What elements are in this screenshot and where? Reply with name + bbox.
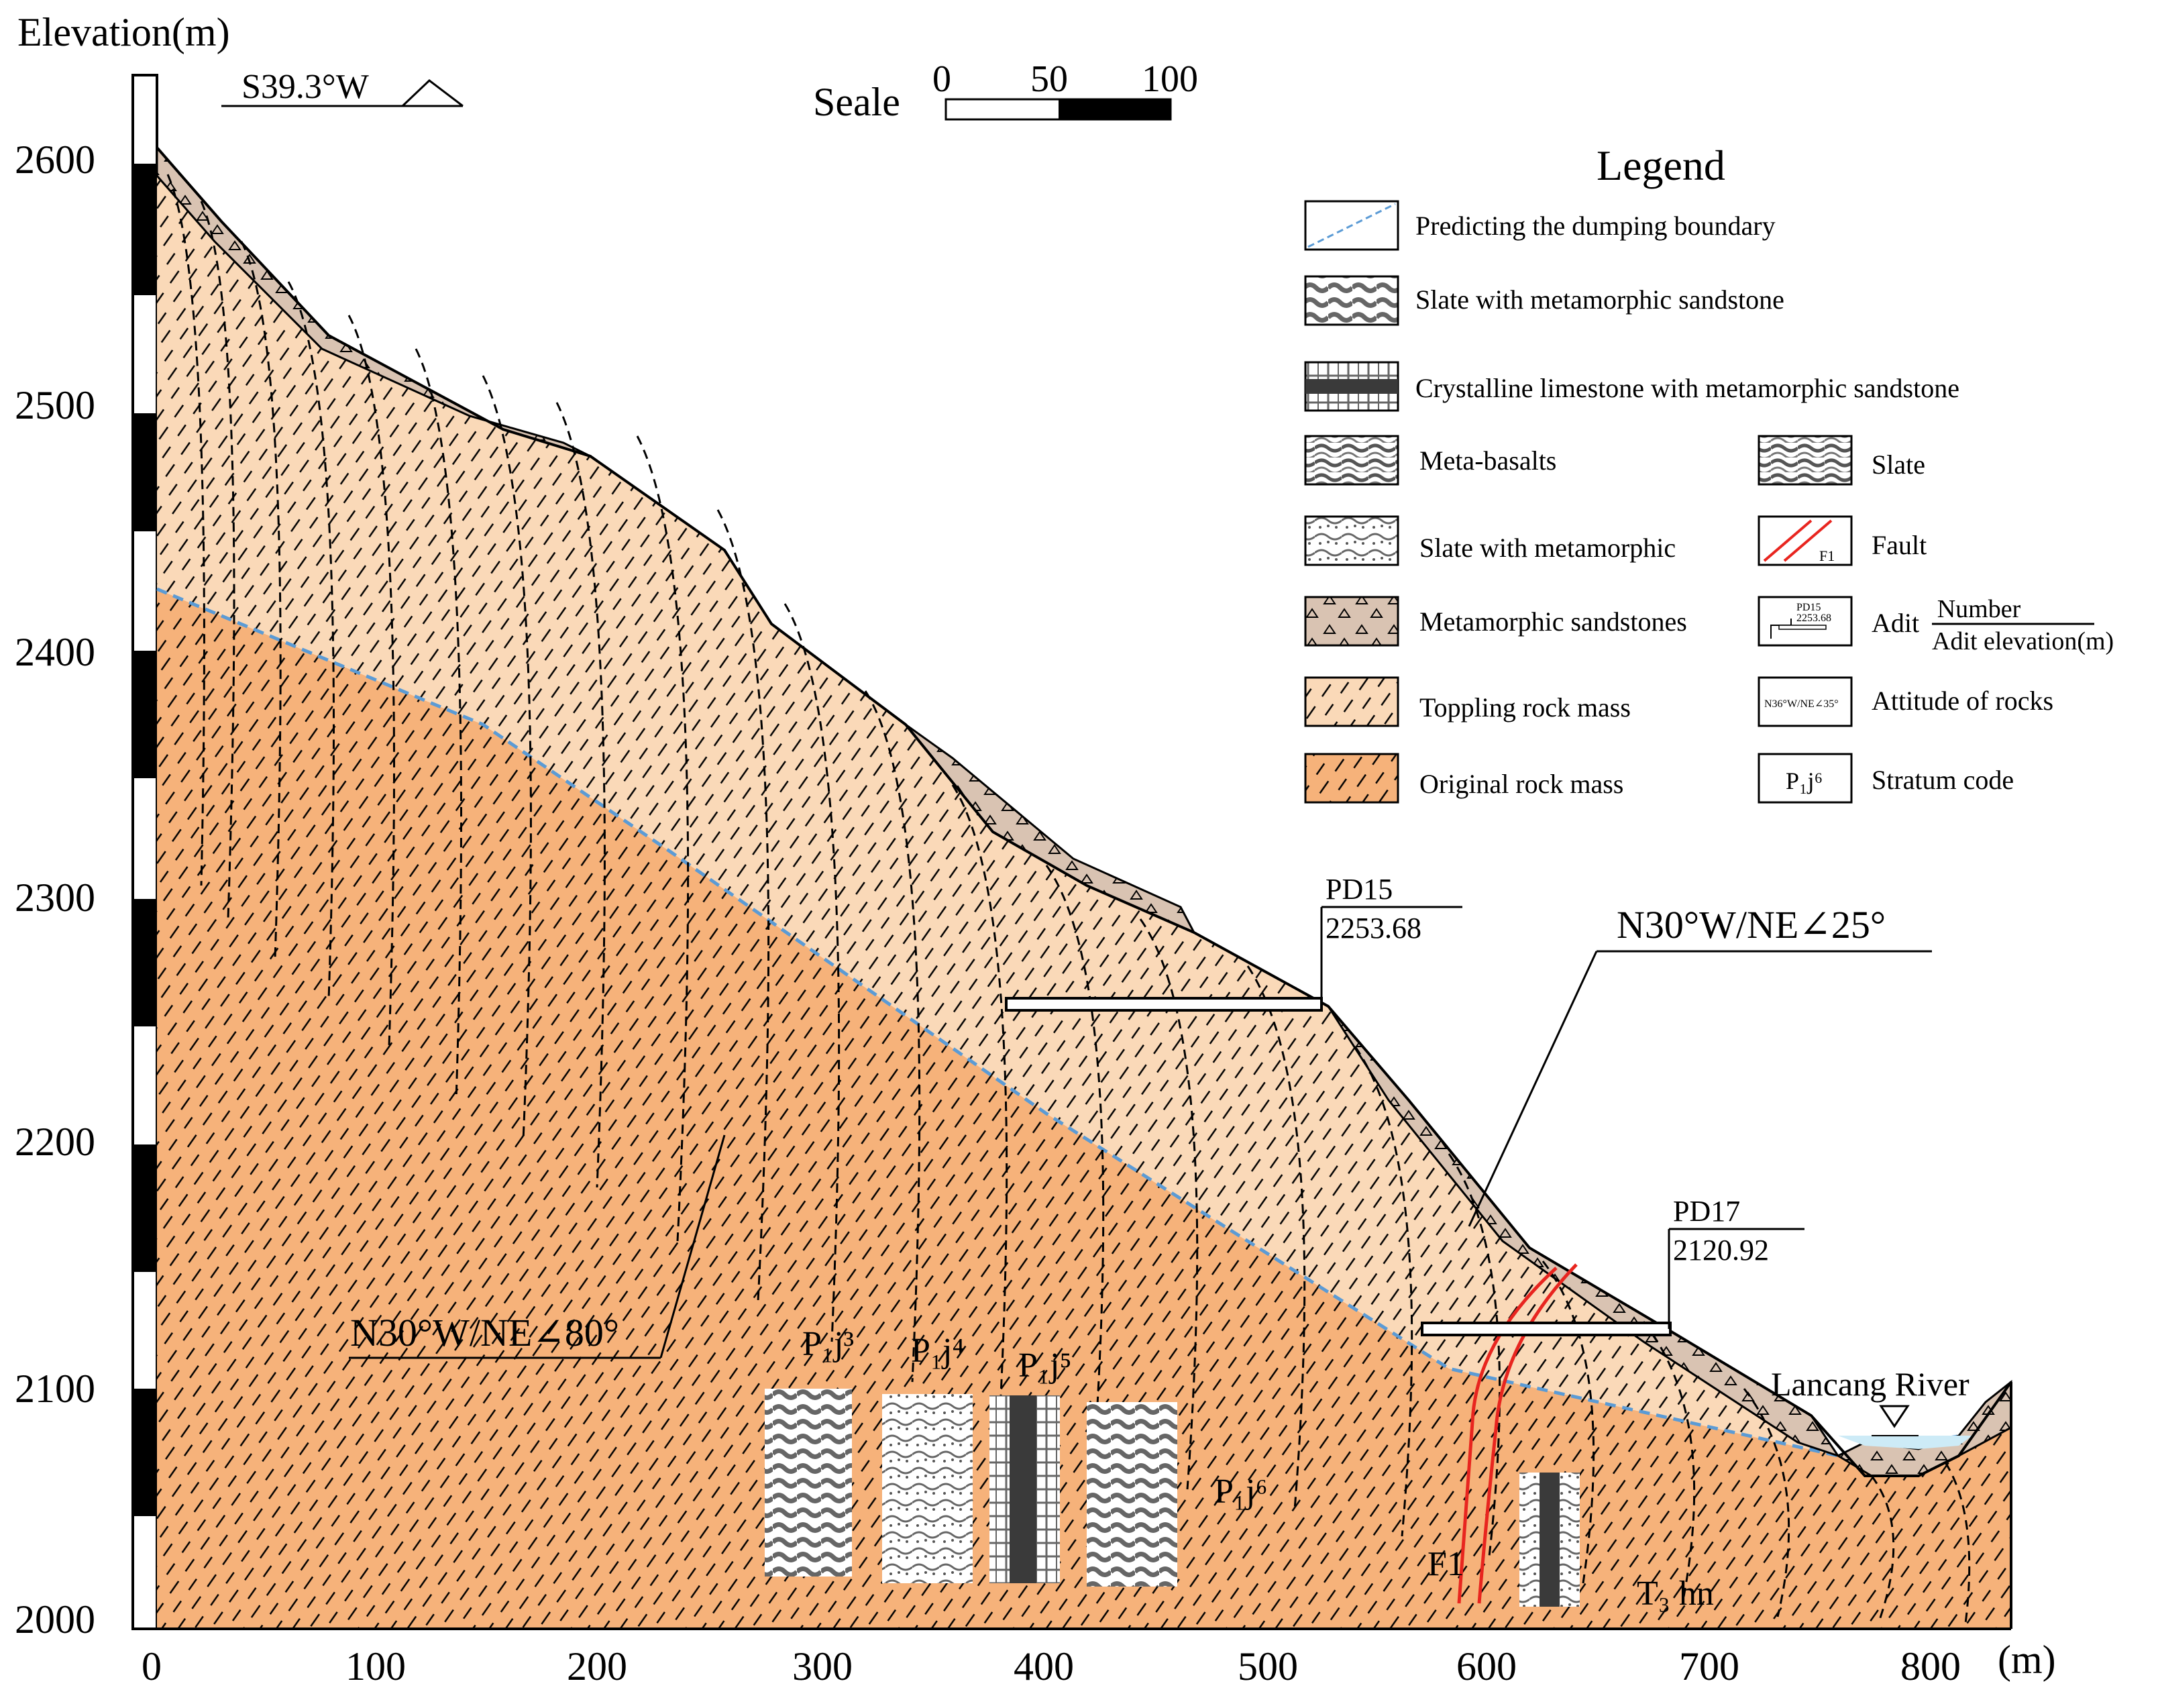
attitude-lower: N30°W/NE∠80° <box>349 1134 726 1359</box>
original-rock-mass <box>157 589 2011 1629</box>
attitude-upper-label: N30°W/NE∠25° <box>1617 903 1886 947</box>
stratum-j5: P₁j⁵ <box>1018 1346 1072 1385</box>
scale-tick-100: 100 <box>1142 58 1198 100</box>
legend-item-toppling: Toppling rock mass <box>1304 676 1631 727</box>
legend-item-stratum-code: P₁j⁶ Stratum code <box>1758 753 2014 804</box>
x-axis <box>133 1382 2012 1630</box>
legend-item-adit: PD15 2253.68 Adit Number Adit elevation(… <box>1758 595 2114 655</box>
scale-label: Seale <box>813 80 900 124</box>
legend-item-fault: F1 Fault <box>1758 515 1927 566</box>
stratum-j6: P₁j⁶ <box>1214 1473 1268 1511</box>
direction-label: S39.3°W <box>241 68 369 106</box>
toppling-fracture-curves <box>166 174 1971 1624</box>
adit-pd15: PD15 2253.68 <box>1005 873 1462 1012</box>
legend-item-metamorphic-sandstones: Metamorphic sandstones <box>1304 596 1687 647</box>
legend-label-toppling: Toppling rock mass <box>1419 692 1631 723</box>
legend-label-adit-number: Number <box>1937 595 2021 623</box>
legend-item-attitude: N36°W/NE∠35° Attitude of rocks <box>1758 676 2053 727</box>
y-tick-2600: 2600 <box>15 138 95 182</box>
adit-pd17-elevation: 2120.92 <box>1673 1234 1769 1267</box>
legend-label-fault: Fault <box>1872 530 1927 560</box>
legend-label-slate-metamorphic: Slate with metamorphic <box>1419 533 1676 563</box>
legend-item-original: Original rock mass <box>1304 753 1623 804</box>
legend-item-meta-basalts: Meta-basalts <box>1304 435 1556 486</box>
x-tick-0: 0 <box>142 1644 162 1689</box>
scale-tick-0: 0 <box>932 58 951 100</box>
legend-fault-swatch-label: F1 <box>1819 547 1835 564</box>
fault-label: F1 <box>1427 1545 1464 1583</box>
x-tick-400: 400 <box>1014 1644 1074 1689</box>
stratum-t3: T₃ hn <box>1637 1574 1714 1613</box>
y-tick-2200: 2200 <box>15 1120 95 1164</box>
left-elevation-scale-bar <box>131 74 158 1630</box>
adit-pd15-number: PD15 <box>1326 873 1393 906</box>
x-tick-500: 500 <box>1238 1644 1298 1689</box>
y-tick-2300: 2300 <box>15 875 95 920</box>
stratum-j3: P₁j³ <box>802 1325 854 1363</box>
stratum-j4: P₁j⁴ <box>911 1332 965 1370</box>
legend-item-slate-metamorphic: Slate with metamorphic <box>1304 515 1676 566</box>
legend-adit-swatch-elevation: 2253.68 <box>1796 612 1831 624</box>
x-tick-800: 800 <box>1900 1644 1961 1689</box>
stratum-codes: P₁j³ P₁j⁴ P₁j⁵ P₁j⁶ T₃ hn <box>802 1325 1714 1613</box>
legend-label-stratum-code: Stratum code <box>1872 765 2014 795</box>
adit-pd15-elevation: 2253.68 <box>1326 912 1421 945</box>
legend-label-attitude: Attitude of rocks <box>1872 686 2053 716</box>
attitude-upper: N30°W/NE∠25° <box>1468 903 1932 1227</box>
direction-indicator: S39.3°W <box>221 68 464 107</box>
legend-attitude-swatch-label: N36°W/NE∠35° <box>1764 698 1839 710</box>
legend-label-predict-boundary: Predicting the dumping boundary <box>1415 211 1776 241</box>
legend-label-meta-basalts: Meta-basalts <box>1419 445 1556 476</box>
x-tick-700: 700 <box>1679 1644 1739 1689</box>
dumping-boundary-line <box>156 587 2012 1458</box>
x-tick-300: 300 <box>792 1644 853 1689</box>
y-tick-2500: 2500 <box>15 383 95 427</box>
legend-label-adit: Adit <box>1872 608 1919 638</box>
y-tick-2400: 2400 <box>15 630 95 674</box>
y-tick-2000: 2000 <box>15 1597 95 1642</box>
legend-label-original: Original rock mass <box>1419 769 1623 799</box>
legend-adit-swatch-number: PD15 <box>1796 602 1821 613</box>
x-tick-100: 100 <box>345 1644 406 1689</box>
legend-item-predict-boundary: Predicting the dumping boundary <box>1304 200 1776 251</box>
adit-pd17: PD17 2120.92 <box>1421 1195 1804 1336</box>
x-axis-unit: (m) <box>1998 1638 2056 1682</box>
legend-stratum-swatch-label: P₁j⁶ <box>1786 767 1823 794</box>
legend-label-slate: Slate <box>1872 449 1925 480</box>
legend: Legend Predicting the dumping boundary S… <box>1304 142 2114 804</box>
legend-title: Legend <box>1597 142 1725 189</box>
y-axis-tick-labels: 2600 2500 2400 2300 2200 2100 2000 <box>15 138 95 1642</box>
adit-pd17-number: PD17 <box>1673 1195 1740 1228</box>
legend-label-slate-sandstone: Slate with metamorphic sandstone <box>1415 284 1784 315</box>
legend-label-adit-elevation: Adit elevation(m) <box>1932 627 2114 655</box>
ground-surface-profile <box>156 146 2012 1477</box>
x-tick-600: 600 <box>1456 1644 1517 1689</box>
legend-item-slate: Slate <box>1758 435 1925 486</box>
attitude-lower-label: N30°W/NE∠80° <box>350 1311 619 1354</box>
legend-item-crystalline-limestone: Crystalline limestone with metamorphic s… <box>1304 361 1959 412</box>
legend-label-metamorphic-sandstones: Metamorphic sandstones <box>1419 606 1687 637</box>
legend-label-crystalline-limestone: Crystalline limestone with metamorphic s… <box>1415 373 1959 403</box>
legend-item-slate-sandstone: Slate with metamorphic sandstone <box>1304 275 1784 326</box>
scale-bar: Seale 0 50 100 <box>813 58 1198 124</box>
scale-tick-50: 50 <box>1030 58 1068 100</box>
x-axis-tick-labels: 0 100 200 300 400 500 600 700 800 <box>142 1644 1961 1689</box>
stratum-bands <box>765 1389 1580 1607</box>
river-water <box>1838 1405 1972 1449</box>
river-label: Lancang River <box>1771 1365 1970 1403</box>
y-axis-title: Elevation(m) <box>17 10 230 54</box>
x-tick-200: 200 <box>567 1644 627 1689</box>
y-tick-2100: 2100 <box>15 1367 95 1411</box>
fault-f1 <box>1457 1263 1578 1604</box>
